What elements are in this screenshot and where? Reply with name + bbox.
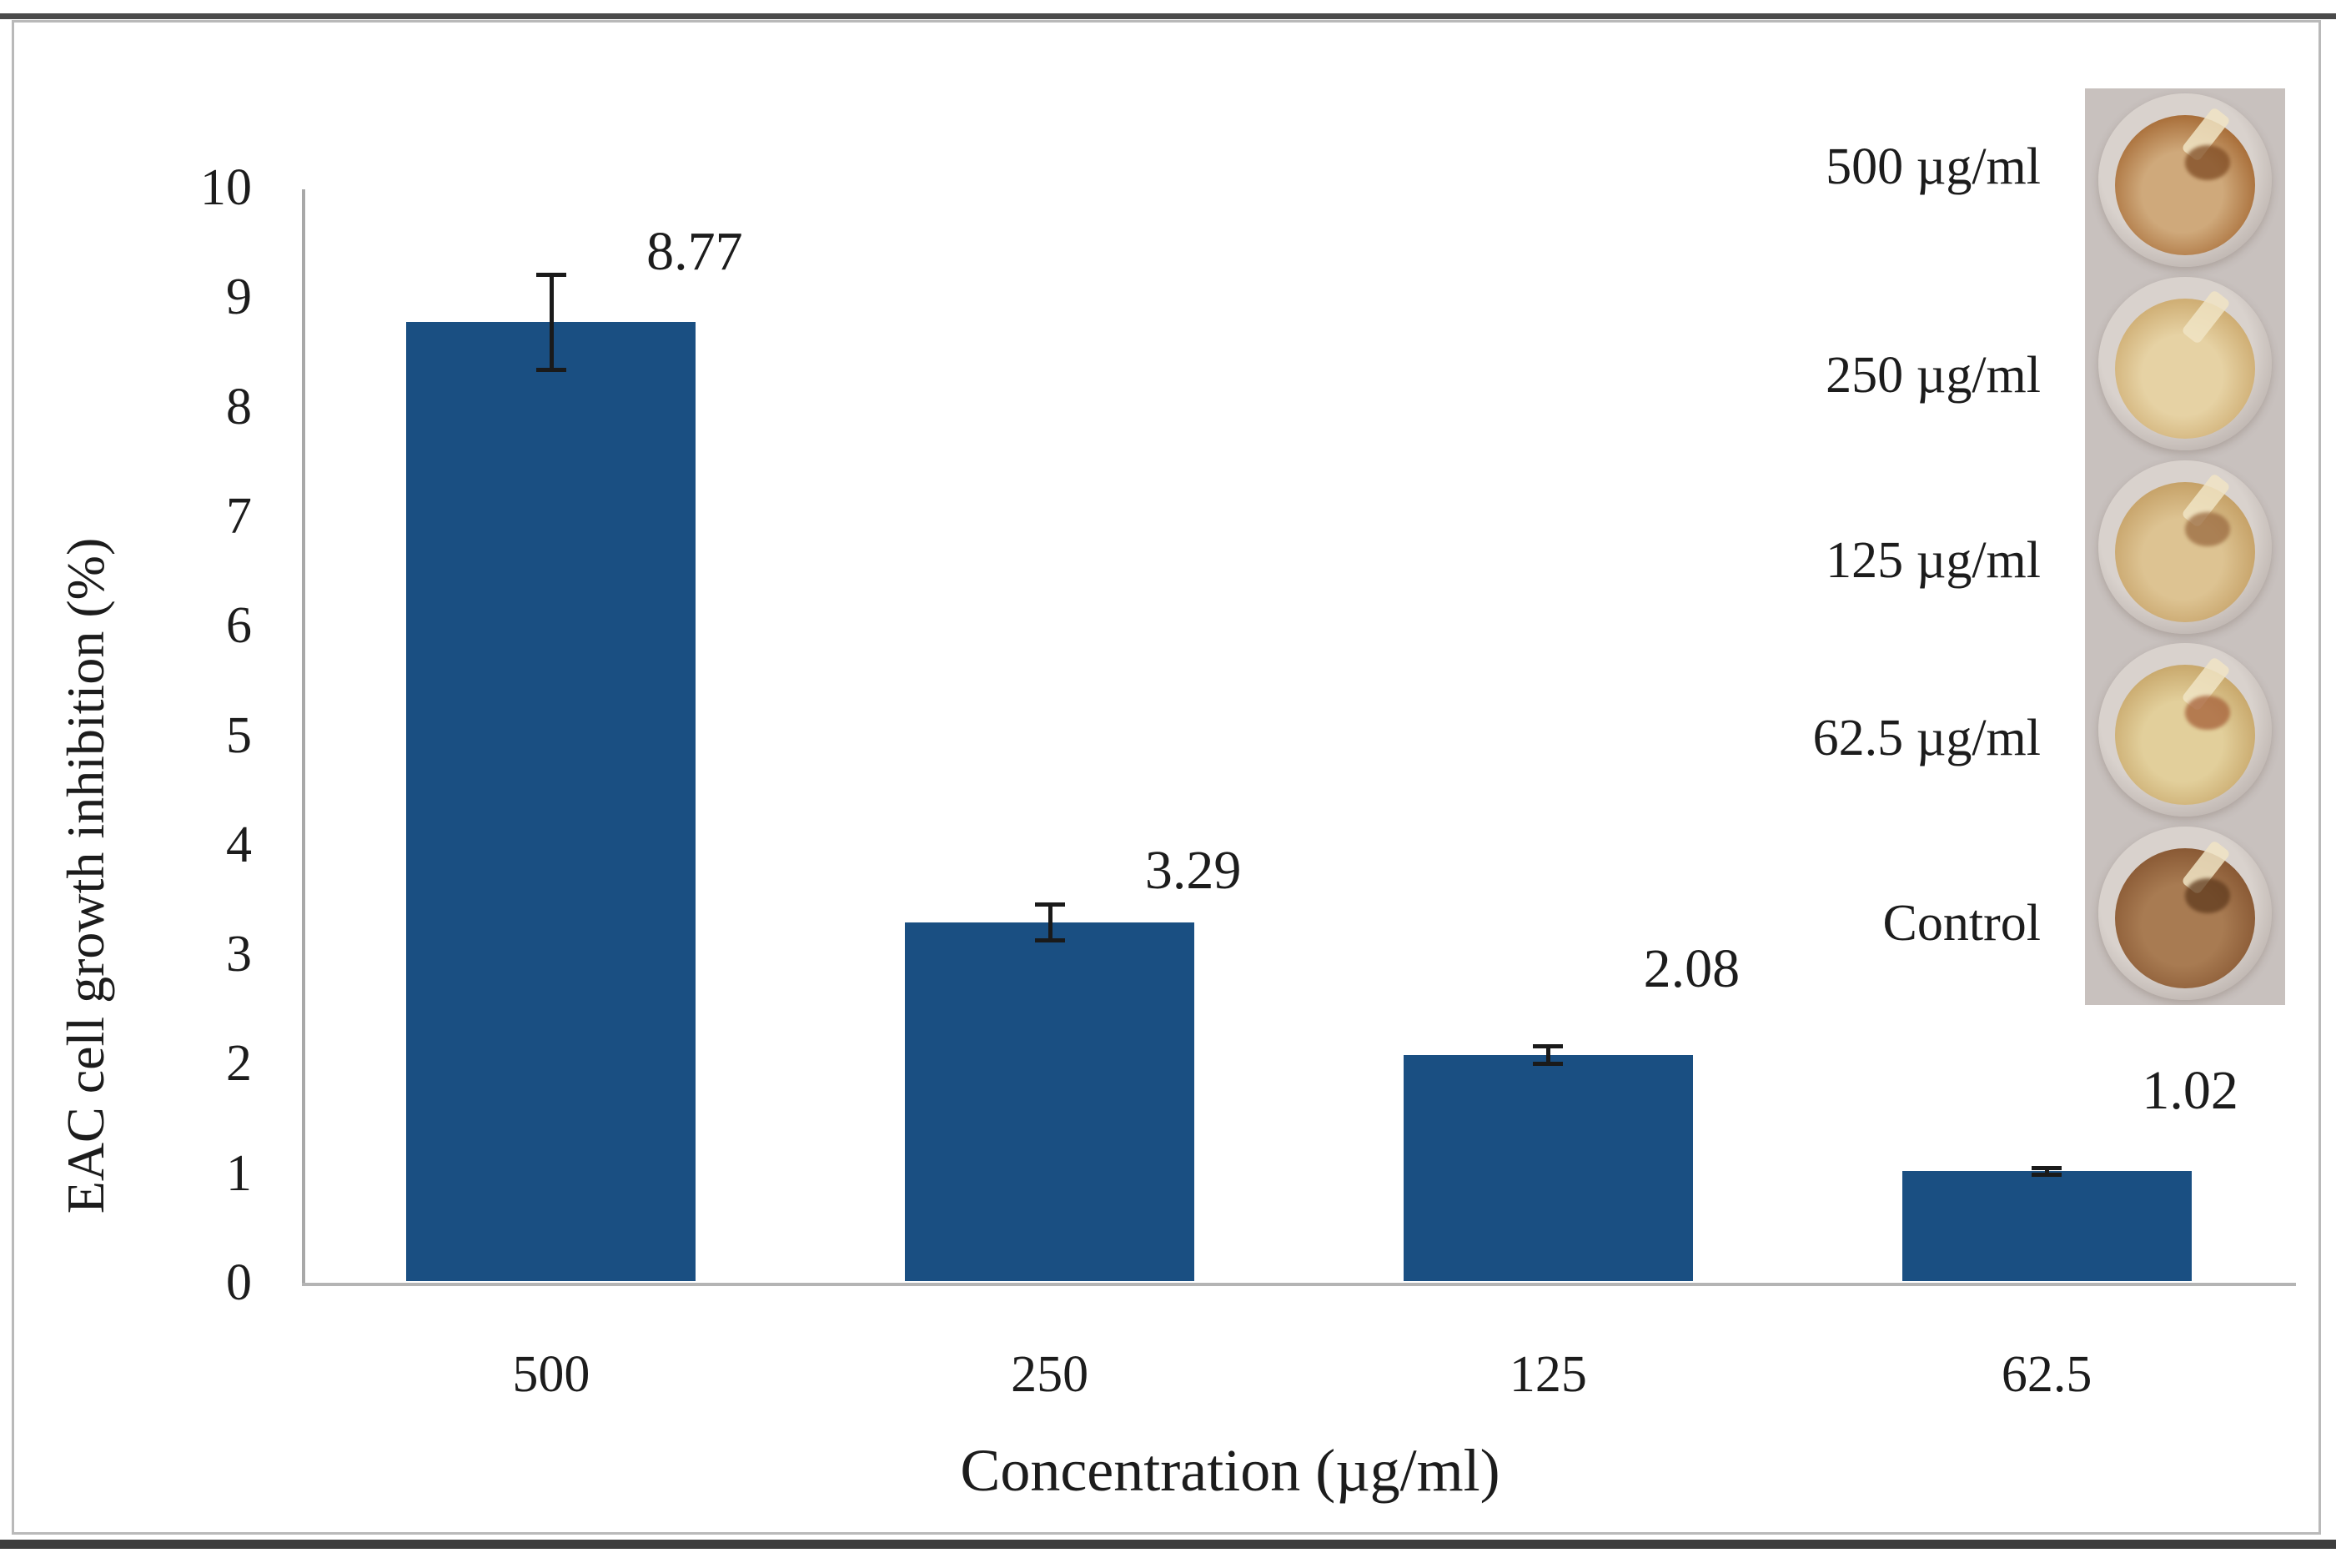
well-label-5: Control xyxy=(1882,895,2041,952)
well-500-liquid xyxy=(2115,114,2255,255)
error-cap-bottom-125 xyxy=(1533,1062,1564,1067)
y-tick-label-6: 6 xyxy=(226,597,252,655)
error-cap-top-500 xyxy=(535,273,566,278)
well-125 xyxy=(2098,460,2272,634)
error-cap-top-62.5 xyxy=(2032,1165,2062,1170)
error-cap-bottom-62.5 xyxy=(2032,1172,2062,1177)
x-axis-title: Concentration (µg/ml) xyxy=(960,1437,1500,1504)
error-cap-top-250 xyxy=(1034,902,1065,907)
top-rule-line xyxy=(0,13,2336,19)
bar-500 xyxy=(406,322,696,1281)
well-label-2: 250 µg/ml xyxy=(1826,347,2041,404)
y-tick-label-9: 9 xyxy=(226,269,252,326)
well-125-sediment-spot xyxy=(2185,511,2231,547)
error-bar-62.5 xyxy=(2045,1165,2050,1177)
value-label-125: 2.08 xyxy=(1643,937,1741,999)
well-62.5-liquid xyxy=(2115,665,2255,806)
y-tick-label-2: 2 xyxy=(226,1035,252,1093)
well-62.5-sediment-spot xyxy=(2185,695,2231,731)
bottom-rule-line xyxy=(0,1540,2336,1549)
well-500 xyxy=(2098,93,2272,267)
well-label-3: 125 µg/ml xyxy=(1826,532,2041,589)
well-label-4: 62.5 µg/ml xyxy=(1812,710,2041,766)
error-cap-bottom-250 xyxy=(1034,937,1065,942)
y-tick-label-0: 0 xyxy=(226,1254,252,1311)
well-125-liquid xyxy=(2115,481,2255,622)
well-control-sediment-spot xyxy=(2185,878,2231,914)
well-control xyxy=(2098,827,2272,1001)
y-tick-label-1: 1 xyxy=(226,1144,252,1202)
x-tick-label-125: 125 xyxy=(1509,1346,1587,1403)
bar-250 xyxy=(905,922,1195,1281)
value-label-250: 3.29 xyxy=(1144,840,1242,902)
well-500-sediment-spot xyxy=(2185,145,2231,180)
y-tick-label-7: 7 xyxy=(226,487,252,545)
error-bar-250 xyxy=(1047,902,1052,942)
well-photo-strip xyxy=(2085,88,2285,1005)
well-label-1: 500 µg/ml xyxy=(1826,138,2041,195)
value-label-62.5: 1.02 xyxy=(2142,1059,2238,1121)
x-tick-label-500: 500 xyxy=(512,1346,590,1403)
error-cap-bottom-500 xyxy=(535,367,566,372)
error-cap-top-125 xyxy=(1533,1043,1564,1048)
x-tick-label-250: 250 xyxy=(1011,1346,1089,1403)
error-bar-125 xyxy=(1546,1043,1551,1067)
error-bar-500 xyxy=(549,273,554,372)
well-250 xyxy=(2098,276,2272,450)
well-control-liquid xyxy=(2115,848,2255,989)
y-tick-label-5: 5 xyxy=(226,706,252,764)
y-tick-label-4: 4 xyxy=(226,816,252,873)
y-tick-label-8: 8 xyxy=(226,378,252,435)
x-axis-line xyxy=(302,1283,2296,1286)
y-tick-label-10: 10 xyxy=(200,159,252,216)
value-label-500: 8.77 xyxy=(646,221,743,283)
figure-frame xyxy=(12,20,2321,1535)
bar-62.5 xyxy=(1901,1171,2192,1281)
well-250-liquid xyxy=(2115,298,2255,439)
y-tick-label-3: 3 xyxy=(226,926,252,983)
x-tick-label-62.5: 62.5 xyxy=(2001,1346,2092,1403)
y-axis-line xyxy=(302,189,305,1284)
bar-125 xyxy=(1403,1054,1693,1281)
well-62.5 xyxy=(2098,643,2272,817)
